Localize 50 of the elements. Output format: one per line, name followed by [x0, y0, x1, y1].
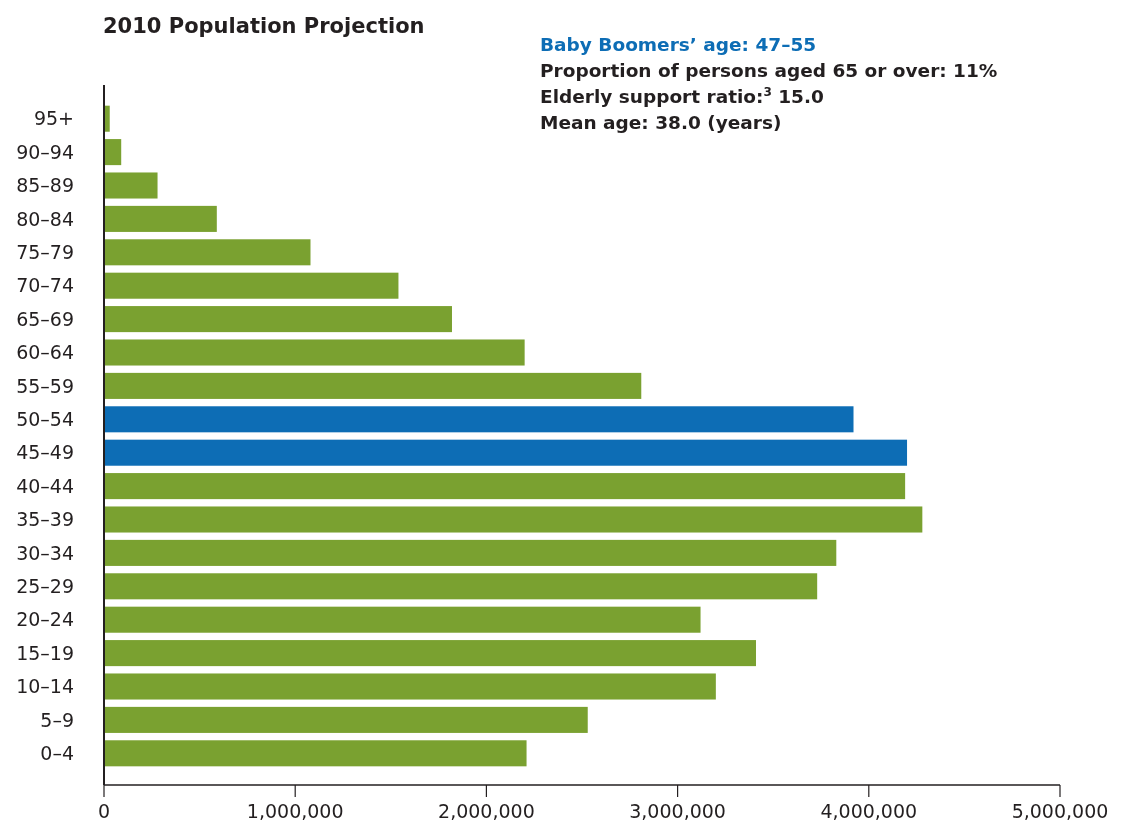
- bar: [104, 339, 525, 366]
- y-tick-label: 55–59: [16, 374, 74, 397]
- x-tick-label: 0: [97, 800, 111, 822]
- bar: [104, 372, 642, 399]
- bar: [104, 439, 908, 466]
- y-tick-label: 80–84: [16, 207, 74, 230]
- bar: [104, 272, 399, 299]
- y-tick-label: 60–64: [16, 341, 74, 364]
- x-tick-label: 1,000,000: [246, 800, 344, 822]
- bar: [104, 740, 527, 767]
- bar: [104, 205, 217, 232]
- y-tick-label: 65–69: [16, 307, 74, 330]
- bar: [104, 506, 923, 533]
- bar: [104, 640, 756, 667]
- y-tick-label: 0–4: [40, 741, 74, 764]
- y-tick-label: 10–14: [16, 675, 74, 698]
- y-tick-label: 40–44: [16, 474, 74, 497]
- y-tick-label: 15–19: [16, 641, 74, 664]
- y-tick-label: 30–34: [16, 541, 74, 564]
- y-tick-label: 50–54: [16, 407, 74, 430]
- bar: [104, 673, 716, 700]
- y-tick-label: 20–24: [16, 608, 74, 631]
- text: Baby Boomers’ age: 47–55: [540, 34, 817, 55]
- x-tick-label: 5,000,000: [1011, 800, 1109, 822]
- annotation: Elderly support ratio:$^{3}$ 15.0: [540, 85, 824, 107]
- x-tick-label: 4,000,000: [820, 800, 918, 822]
- bar: [104, 239, 311, 266]
- bar: [104, 306, 452, 333]
- bar: [104, 573, 818, 600]
- x-tick-label: 3,000,000: [629, 800, 726, 822]
- bar: [104, 172, 158, 199]
- y-tick-label: 25–29: [16, 574, 74, 597]
- y-tick-label: 90–94: [16, 140, 74, 163]
- y-tick-label: 70–74: [16, 274, 74, 297]
- bar: [104, 606, 701, 633]
- bar: [104, 473, 906, 500]
- bar: [104, 406, 854, 433]
- chart-title: 2010 Population Projection: [103, 14, 425, 38]
- text: Proportion of persons aged 65 or over: 11%: [540, 60, 998, 81]
- bar: [104, 139, 122, 166]
- annotation: Mean age: 38.0 (years): [540, 112, 782, 133]
- y-tick-label: 35–39: [16, 508, 74, 531]
- bar: [104, 539, 837, 566]
- bar: [104, 706, 588, 733]
- y-tick-label: 95+: [33, 107, 74, 130]
- y-tick-label: 75–79: [16, 240, 74, 263]
- y-tick-label: 45–49: [16, 441, 74, 464]
- y-tick-label: 5–9: [40, 708, 74, 731]
- y-tick-label: 85–89: [16, 174, 74, 197]
- x-tick-label: 2,000,000: [438, 800, 535, 822]
